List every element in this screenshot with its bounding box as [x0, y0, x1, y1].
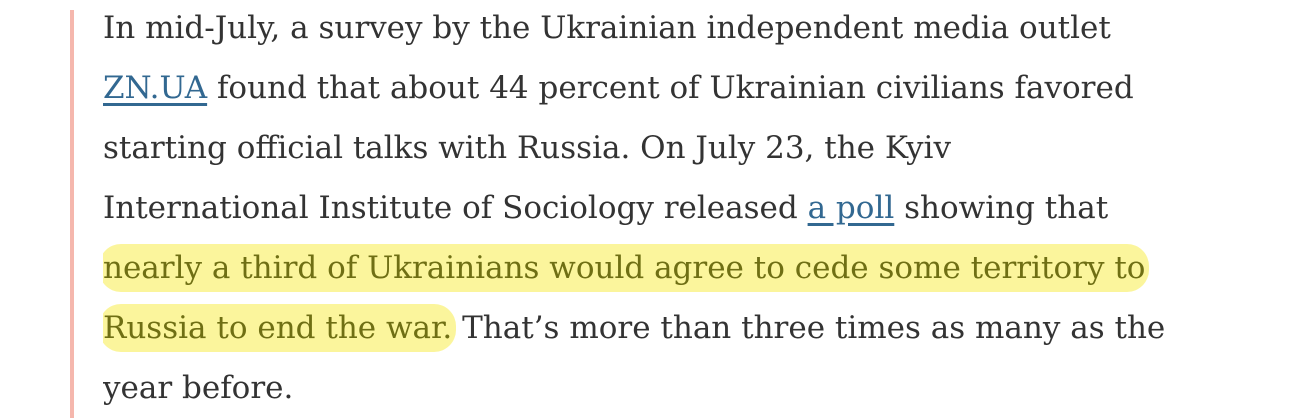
text-line: starting official talks with Russia. On … [103, 118, 1298, 178]
text: International Institute of Sociology rel… [103, 190, 808, 226]
text: That’s more than three times as many as … [452, 310, 1166, 346]
text: showing that [894, 190, 1109, 226]
link[interactable]: ZN.UA [103, 70, 208, 106]
text: starting official talks with Russia. On … [103, 130, 951, 166]
text: In mid-July, a survey by the Ukrainian i… [103, 10, 1111, 46]
link[interactable]: a poll [807, 190, 895, 226]
highlighted-text: nearly a third of Ukrainians would agree… [103, 244, 1150, 292]
text-line: year before. [103, 358, 1298, 418]
text-line: ZN.UA found that about 44 percent of Ukr… [103, 58, 1298, 118]
text: year before. [103, 370, 294, 406]
highlighted-text: Russia to end the war. [103, 304, 457, 352]
text-line: International Institute of Sociology rel… [103, 178, 1298, 238]
text: found that about 44 percent of Ukrainian… [207, 70, 1134, 106]
text-line: nearly a third of Ukrainians would agree… [103, 238, 1298, 298]
paragraph: In mid-July, a survey by the Ukrainian i… [103, 0, 1298, 418]
text-line: Russia to end the war. That’s more than … [103, 298, 1298, 358]
quote-rule [70, 10, 74, 418]
text-line: In mid-July, a survey by the Ukrainian i… [103, 0, 1298, 58]
